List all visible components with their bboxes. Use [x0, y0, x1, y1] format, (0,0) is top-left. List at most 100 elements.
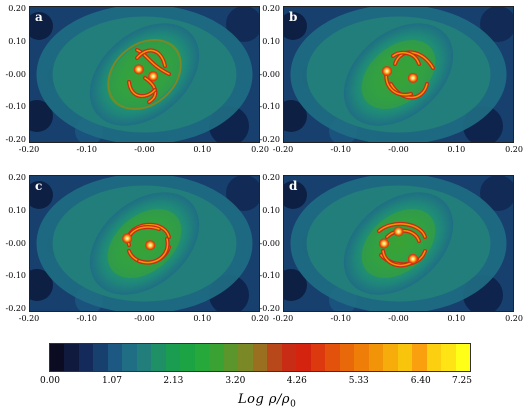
x-tick-label: -0.10 [330, 314, 351, 323]
low-density-patch [29, 12, 53, 40]
colorbar-swatch [180, 344, 195, 371]
spiral-arm-core [390, 51, 434, 99]
colorbar-tick-label: 5.33 [348, 376, 369, 386]
colorbar-tick-label: 3.20 [225, 376, 246, 386]
colorbar-swatch [412, 344, 427, 371]
density-map-c [29, 175, 260, 312]
x-tick-label: 0.20 [251, 314, 269, 323]
colorbar-swatch [296, 344, 311, 371]
panel-c: c [29, 175, 260, 312]
y-tick-label: 0.20 [8, 4, 26, 13]
dense-clump [379, 238, 390, 249]
colorbar-tick-label: 6.40 [410, 376, 431, 386]
colorbar-tick-label: 1.07 [101, 376, 122, 386]
dense-clump [407, 72, 418, 83]
density-map-b [283, 6, 514, 143]
x-tick-label: 0.10 [193, 145, 212, 154]
colorbar-swatch [107, 344, 123, 371]
density-map-a [29, 6, 260, 143]
low-density-patch [29, 269, 53, 301]
colorbar-swatch [368, 344, 384, 371]
low-density-patch [283, 12, 307, 40]
dense-clump [407, 253, 418, 264]
y-tick-label: -0.20 [5, 135, 26, 144]
colorbar-swatch [122, 344, 137, 371]
low-density-patch [29, 100, 53, 132]
low-density-patch [480, 6, 514, 42]
colorbar-swatch [339, 344, 355, 371]
x-tick-label: 0.10 [193, 314, 212, 323]
colorbar-swatch [194, 344, 210, 371]
x-tick-label: -0.10 [76, 314, 97, 323]
colorbar-tick-label: 0.00 [39, 376, 61, 386]
colorbar-swatch [50, 344, 65, 371]
colorbar-swatch [354, 344, 369, 371]
colorbar-swatch [223, 344, 239, 371]
ring [107, 39, 182, 110]
colorbar-swatch [93, 344, 108, 371]
colorbar-label: Log ρ/ρ0 [238, 392, 296, 410]
colorbar-label-main: Log ρ/ρ [238, 392, 291, 407]
colorbar-swatch [136, 344, 152, 371]
x-tick-label: -0.00 [388, 314, 409, 323]
dense-clump [393, 226, 404, 237]
spiral-arm-core [128, 49, 166, 97]
x-tick-label: 0.20 [505, 314, 523, 323]
y-tick-label: 0.10 [8, 36, 26, 46]
y-tick-label: 0.20 [262, 173, 280, 182]
low-density-patch [283, 269, 307, 301]
x-tick-label: -0.00 [134, 145, 155, 154]
dense-clump [148, 71, 159, 82]
y-tick-label: -0.20 [5, 304, 26, 313]
panel-label: c [35, 179, 43, 193]
y-tick-label: 0.10 [262, 36, 280, 46]
y-tick-label: -0.10 [259, 102, 280, 112]
colorbar-swatch [238, 344, 253, 371]
x-tick-label: 0.10 [447, 314, 466, 323]
y-tick-label: 0.10 [8, 205, 26, 215]
y-tick-label: -0.00 [259, 238, 280, 248]
colorbar-tick-label: 2.13 [163, 376, 184, 386]
colorbar-swatch [151, 344, 166, 371]
panel-frame [283, 6, 514, 143]
panel-frame [283, 175, 514, 312]
colorbar-swatch [325, 344, 340, 371]
colorbar-swatch [281, 344, 297, 371]
colorbar-swatch [252, 344, 268, 371]
colorbar-swatch [209, 344, 224, 371]
low-density-patch [480, 175, 514, 211]
x-tick-label: 0.20 [251, 145, 269, 154]
y-tick-label: -0.00 [259, 69, 280, 79]
panel-label: a [35, 10, 43, 24]
dense-clump [145, 240, 156, 251]
y-tick-label: -0.10 [5, 271, 26, 281]
x-tick-label: -0.10 [76, 145, 97, 154]
low-density-patch [283, 181, 307, 209]
panel-label: d [289, 179, 298, 193]
colorbar-swatch [165, 344, 181, 371]
y-tick-label: 0.20 [262, 4, 280, 13]
colorbar-swatch [397, 344, 413, 371]
colorbar-swatch [441, 344, 456, 371]
colorbar-tick-label: 4.26 [286, 376, 307, 386]
colorbar-label-sub: 0 [290, 399, 297, 410]
y-tick-label: -0.20 [259, 304, 280, 313]
low-density-patch [226, 6, 260, 42]
y-tick-label: 0.20 [8, 173, 26, 182]
x-tick-label: -0.20 [18, 314, 40, 323]
x-tick-label: -0.20 [272, 145, 294, 154]
colorbar-swatch [267, 344, 282, 371]
y-tick-label: -0.00 [5, 238, 26, 248]
colorbar-swatch [426, 344, 442, 371]
y-tick-label: 0.10 [262, 205, 280, 215]
colorbar-swatch [64, 344, 79, 371]
colorbar-swatch [78, 344, 94, 371]
y-tick-label: -0.20 [259, 135, 280, 144]
low-density-patch [29, 181, 53, 209]
low-density-patch [283, 100, 307, 132]
y-tick-label: -0.10 [259, 271, 280, 281]
dense-clump [122, 233, 133, 244]
x-tick-label: -0.00 [134, 314, 155, 323]
panel-label: b [289, 10, 298, 24]
x-tick-label: -0.10 [330, 145, 351, 154]
